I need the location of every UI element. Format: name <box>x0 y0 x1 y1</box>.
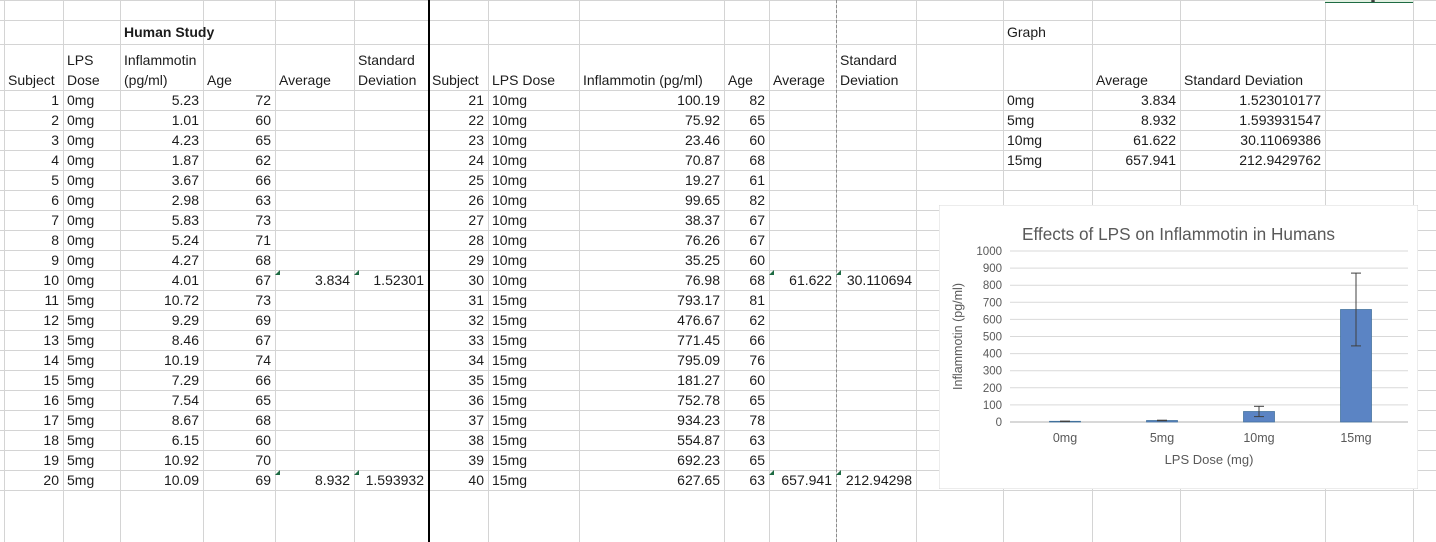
svg-text:5mg: 5mg <box>1150 431 1174 445</box>
svg-text:15mg: 15mg <box>1340 431 1371 445</box>
svg-text:1000: 1000 <box>976 246 1002 258</box>
svg-text:0mg: 0mg <box>1053 431 1077 445</box>
svg-text:500: 500 <box>983 332 1002 344</box>
svg-text:900: 900 <box>983 263 1002 275</box>
svg-text:10mg: 10mg <box>1243 431 1274 445</box>
svg-text:400: 400 <box>983 349 1002 361</box>
svg-text:100: 100 <box>983 400 1002 412</box>
svg-text:800: 800 <box>983 280 1002 292</box>
svg-text:700: 700 <box>983 297 1002 309</box>
svg-text:200: 200 <box>983 383 1002 395</box>
svg-text:0: 0 <box>996 417 1002 429</box>
svg-text:300: 300 <box>983 366 1002 378</box>
svg-text:600: 600 <box>983 314 1002 326</box>
svg-text:LPS Dose (mg): LPS Dose (mg) <box>1165 452 1254 467</box>
svg-text:Inflammotin (pg/ml): Inflammotin (pg/ml) <box>951 283 965 390</box>
svg-text:Effects of LPS on Inflammotin: Effects of LPS on Inflammotin in Humans <box>1022 224 1335 244</box>
